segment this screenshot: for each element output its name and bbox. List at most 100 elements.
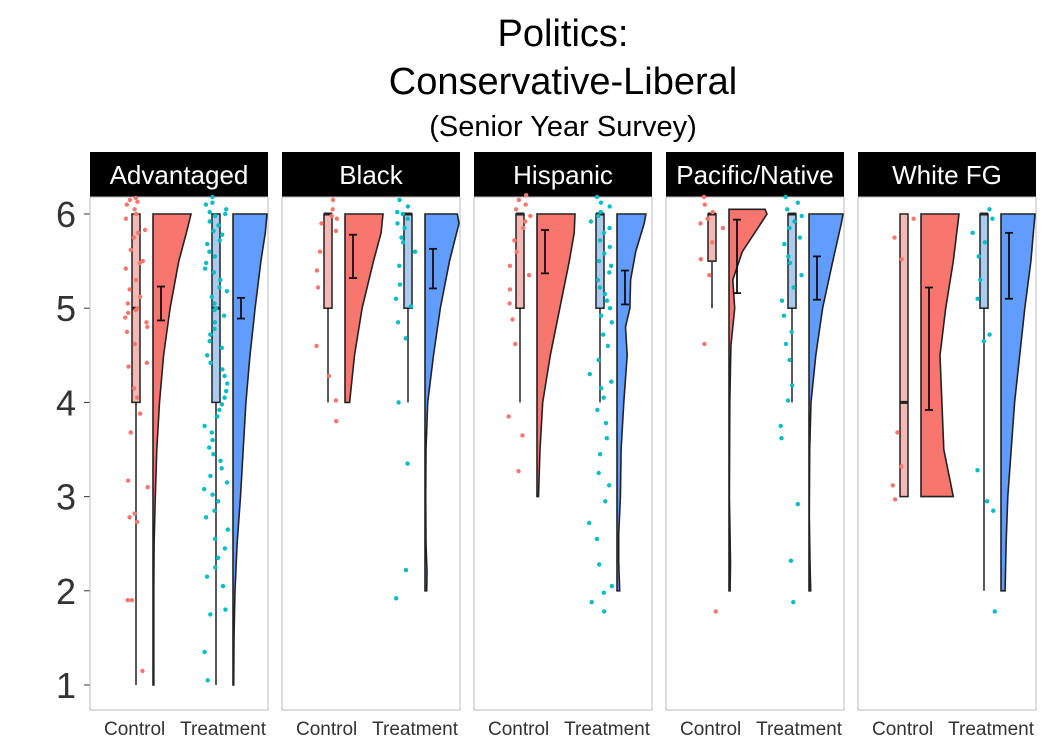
treatment-group (970, 207, 1036, 614)
data-point (976, 254, 981, 259)
data-point (975, 468, 980, 473)
data-point (783, 194, 788, 200)
data-point (224, 207, 229, 212)
data-point (221, 313, 227, 318)
box (899, 213, 909, 498)
data-point (596, 357, 601, 363)
data-point (895, 430, 900, 435)
data-point (137, 411, 143, 416)
data-point (399, 235, 404, 240)
data-point (124, 202, 129, 207)
data-point (609, 320, 614, 325)
data-point (403, 567, 409, 573)
data-point (603, 420, 609, 426)
data-point (516, 469, 521, 474)
treatment-density (424, 213, 460, 592)
data-point (395, 209, 400, 215)
x-label-treatment: Treatment (756, 719, 843, 740)
data-point (799, 273, 804, 278)
data-point (795, 501, 800, 507)
data-point (597, 285, 603, 290)
treatment-density (1000, 213, 1036, 592)
data-point (219, 466, 224, 471)
y-tick-label: 6 (56, 194, 76, 235)
data-point (990, 216, 995, 221)
data-point (595, 277, 601, 283)
data-point (607, 483, 612, 488)
data-point (210, 492, 215, 497)
data-point (705, 216, 710, 221)
data-point (222, 546, 228, 551)
data-point (890, 483, 895, 488)
y-tick-label: 5 (56, 288, 76, 329)
data-point (209, 430, 214, 435)
data-point (132, 511, 137, 516)
data-point (598, 313, 604, 318)
x-label-control: Control (488, 719, 549, 740)
treatment-group (778, 194, 844, 605)
data-point (333, 228, 339, 234)
data-point (126, 310, 131, 316)
y-tick-label: 1 (56, 665, 76, 706)
data-point (207, 219, 212, 224)
data-point (797, 235, 803, 240)
data-point (604, 436, 609, 441)
data-point (215, 414, 220, 419)
data-point (224, 289, 230, 294)
data-point (594, 536, 600, 542)
data-point (405, 204, 411, 209)
data-point (512, 238, 517, 243)
data-point (208, 360, 213, 365)
data-point (212, 301, 217, 306)
facet-strip (666, 152, 844, 197)
data-point (601, 230, 607, 235)
data-point (222, 373, 227, 379)
data-point (596, 470, 601, 476)
data-point (507, 301, 512, 306)
data-point (588, 219, 594, 224)
data-point (899, 257, 904, 262)
data-point (516, 197, 521, 203)
data-point (145, 324, 150, 330)
data-point (133, 307, 138, 313)
data-point (892, 235, 897, 240)
data-point (204, 260, 209, 266)
facet-label: Pacific/Native (676, 160, 834, 190)
data-point (135, 199, 140, 204)
data-point (212, 320, 217, 325)
facet-panels: Advantaged Control Treatment Black Control Tr… (89, 152, 1037, 740)
control-density (728, 208, 768, 592)
x-label-treatment: Treatment (180, 719, 267, 740)
data-point (528, 213, 533, 219)
data-point (609, 263, 614, 268)
data-point (218, 277, 223, 283)
data-point (135, 395, 140, 400)
data-point (899, 464, 904, 469)
data-point (317, 249, 323, 254)
data-point (202, 649, 207, 655)
data-point (132, 341, 137, 347)
facet-strip (282, 152, 460, 197)
data-point (408, 304, 414, 309)
data-point (598, 200, 604, 205)
data-point (211, 452, 216, 457)
data-point (397, 197, 402, 203)
data-point (126, 364, 131, 369)
data-point (217, 285, 222, 290)
y-tick-label: 4 (56, 382, 76, 423)
data-point (123, 266, 128, 271)
data-point (978, 277, 983, 283)
data-point (991, 508, 996, 513)
data-point (795, 200, 800, 205)
data-point (314, 343, 319, 349)
box (979, 213, 989, 309)
data-point (212, 326, 217, 332)
data-point (133, 277, 139, 283)
data-point (713, 609, 718, 614)
data-point (215, 499, 221, 504)
data-point (211, 228, 216, 234)
data-point (330, 197, 336, 203)
data-point (137, 294, 143, 300)
data-point (587, 371, 592, 377)
data-point (607, 244, 612, 250)
